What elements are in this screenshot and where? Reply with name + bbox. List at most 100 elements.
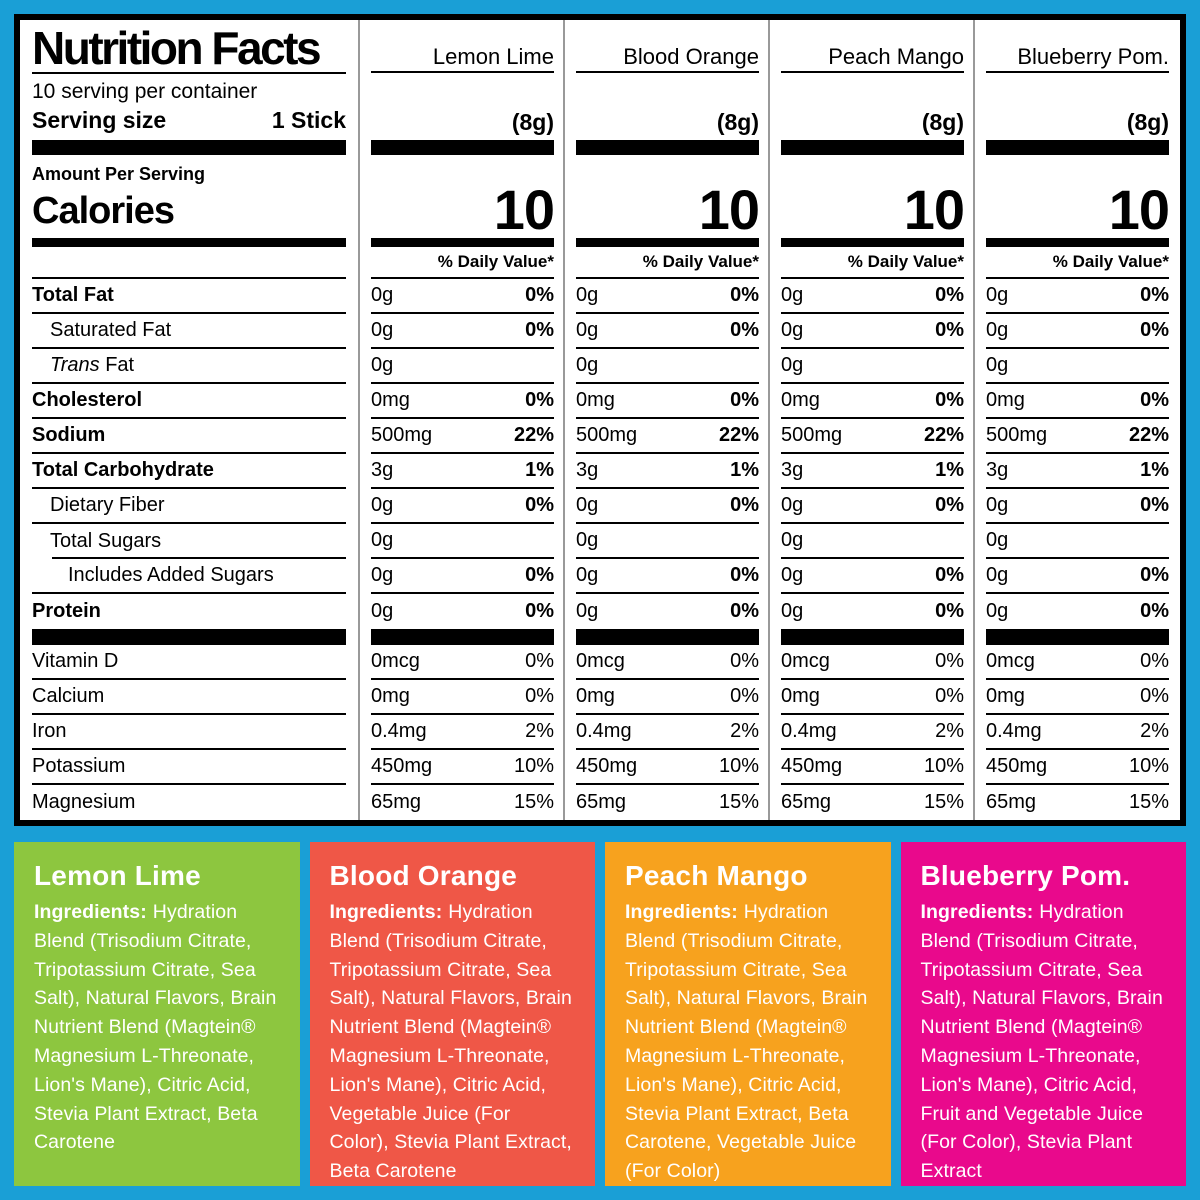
nutrient-amount: 0g — [781, 529, 804, 551]
daily-value-percent: 0% — [525, 685, 554, 707]
flavor-name: Peach Mango — [828, 44, 964, 69]
nutrient-row: Total Fat 0g 0% 0g 0% 0g 0% 0g 0% — [20, 279, 1180, 314]
nutrient-amount: 65mg — [986, 791, 1037, 813]
nutrient-row: Dietary Fiber 0g 0% 0g 0% 0g 0% 0g 0% — [20, 489, 1180, 524]
nutrient-amount: 0g — [781, 494, 804, 516]
flavor-heading: Lemon Lime — [34, 860, 201, 891]
nutrient-row: Cholesterol 0mg 0% 0mg 0% 0mg 0% 0mg 0% — [20, 384, 1180, 419]
daily-value-percent: 0% — [1140, 685, 1169, 707]
nutrient-amount: 0mg — [371, 685, 410, 707]
nutrient-row: Protein 0g 0% 0g 0% 0g 0% 0g 0% — [20, 594, 1180, 629]
nutrient-amount: 0g — [576, 284, 599, 306]
nutrient-amount: 0mg — [781, 685, 820, 707]
ingredients-box-blood-orange: Blood Orange Ingredients: Hydration Blend… — [309, 842, 595, 1186]
ingredients-label: Ingredients: — [920, 901, 1034, 923]
daily-value-percent: 10% — [513, 755, 554, 777]
flavor-rule — [371, 71, 554, 73]
daily-value-header: % Daily Value* — [1052, 252, 1169, 271]
panel-header-band: Nutrition Facts 10 serving per container… — [20, 20, 1180, 140]
daily-value-percent: 22% — [923, 424, 964, 446]
nutrition-facts-panel: Nutrition Facts 10 serving per container… — [14, 14, 1186, 826]
calories-label: Calories — [32, 190, 175, 232]
daily-value-percent: 22% — [718, 424, 759, 446]
flavor-rule — [576, 71, 759, 73]
nutrient-amount: 3g — [576, 459, 599, 481]
serving-weight: (8g) — [716, 109, 759, 135]
micronutrient-row: Iron 0.4mg 2% 0.4mg 2% 0.4mg 2% 0.4mg 2% — [20, 715, 1180, 750]
nutrient-label: Iron — [32, 720, 67, 742]
daily-value-header: % Daily Value* — [437, 252, 554, 271]
flavor-heading: Peach Mango — [625, 860, 808, 891]
micronutrient-row: Vitamin D 0mcg 0% 0mcg 0% 0mcg 0% 0mcg 0% — [20, 645, 1180, 680]
nutrient-label: Total Carbohydrate — [32, 459, 214, 481]
nutrient-amount: 0mcg — [986, 650, 1035, 672]
daily-value-percent: 10% — [1128, 755, 1169, 777]
ingredients-list: Hydration Blend (Trisodium Citrate, Trip… — [34, 901, 277, 1154]
separator-bar-heavy — [20, 629, 1180, 645]
daily-value-percent: 0% — [730, 685, 759, 707]
separator-bar — [371, 629, 554, 645]
daily-value-percent: 0% — [935, 319, 964, 341]
servings-per-container: 10 serving per container — [32, 80, 258, 103]
nutrient-amount: 0mcg — [781, 650, 830, 672]
separator-bar — [32, 140, 346, 155]
nutrient-amount: 0g — [986, 564, 1009, 586]
daily-value-percent: 0% — [935, 494, 964, 516]
nutrient-amount: 0mcg — [371, 650, 420, 672]
nutrient-amount: 0.4mg — [781, 720, 837, 742]
ingredient-boxes: Lemon Lime Ingredients: Hydration Blend (… — [14, 842, 1186, 1186]
nutrient-amount: 65mg — [371, 791, 422, 813]
nutrient-label: Trans Fat — [50, 354, 135, 376]
daily-value-percent: 22% — [1128, 424, 1169, 446]
separator-bar — [32, 238, 346, 247]
nutrient-label: Calcium — [32, 685, 105, 707]
nutrient-amount: 0.4mg — [986, 720, 1042, 742]
column-divider — [768, 20, 770, 820]
nutrient-amount: 0g — [371, 284, 394, 306]
nutrient-amount: 0g — [986, 600, 1009, 622]
nutrient-amount: 0g — [371, 354, 394, 376]
daily-value-percent: 2% — [935, 720, 964, 742]
nutrient-label: Saturated Fat — [50, 319, 172, 341]
nutrient-amount: 450mg — [371, 755, 433, 777]
nutrient-amount: 0g — [371, 494, 394, 516]
flavor-name: Blood Orange — [623, 44, 759, 69]
daily-value-percent: 1% — [730, 459, 759, 481]
daily-value-percent: 1% — [1140, 459, 1169, 481]
serving-weight: (8g) — [1126, 109, 1169, 135]
separator-bar — [986, 629, 1169, 645]
nutrient-amount: 0mg — [371, 389, 410, 411]
nutrient-amount: 0g — [986, 284, 1009, 306]
flavor-rule — [781, 71, 964, 73]
nutrient-amount: 500mg — [576, 424, 638, 446]
ingredients-box-lemon-lime: Lemon Lime Ingredients: Hydration Blend (… — [14, 842, 300, 1186]
nutrient-amount: 450mg — [781, 755, 843, 777]
ingredients-label: Ingredients: — [329, 901, 443, 923]
daily-value-percent: 2% — [1140, 720, 1169, 742]
nutrient-amount: 0g — [371, 600, 394, 622]
calories-band: Amount Per Serving Calories 10 10 10 10 — [20, 155, 1180, 238]
daily-value-percent: 0% — [1140, 650, 1169, 672]
nutrient-amount: 0g — [781, 564, 804, 586]
nutrient-amount: 0g — [576, 494, 599, 516]
separator-bar — [781, 238, 964, 247]
nutrient-amount: 0mg — [986, 685, 1025, 707]
nutrient-label: Protein — [32, 600, 101, 622]
nutrient-amount: 0g — [576, 354, 599, 376]
ingredients-text: Ingredients: Hydration Blend (Trisodium C… — [625, 898, 871, 1186]
daily-value-percent: 0% — [935, 284, 964, 306]
daily-value-percent: 0% — [525, 284, 554, 306]
daily-value-percent: 0% — [935, 650, 964, 672]
nutrient-amount: 3g — [986, 459, 1009, 481]
amount-per-serving-label: Amount Per Serving — [32, 164, 206, 184]
daily-value-percent: 15% — [1128, 791, 1169, 813]
nutrient-amount: 0mcg — [576, 650, 625, 672]
daily-value-percent: 0% — [730, 319, 759, 341]
separator-bar — [576, 238, 759, 247]
separator-bar — [371, 238, 554, 247]
daily-value-percent: 0% — [935, 685, 964, 707]
calories-value: 10 — [698, 178, 760, 241]
nutrient-amount: 500mg — [371, 424, 433, 446]
serving-size-value: 1 Stick — [271, 107, 346, 133]
ingredients-text: Ingredients: Hydration Blend (Trisodium C… — [34, 898, 280, 1157]
